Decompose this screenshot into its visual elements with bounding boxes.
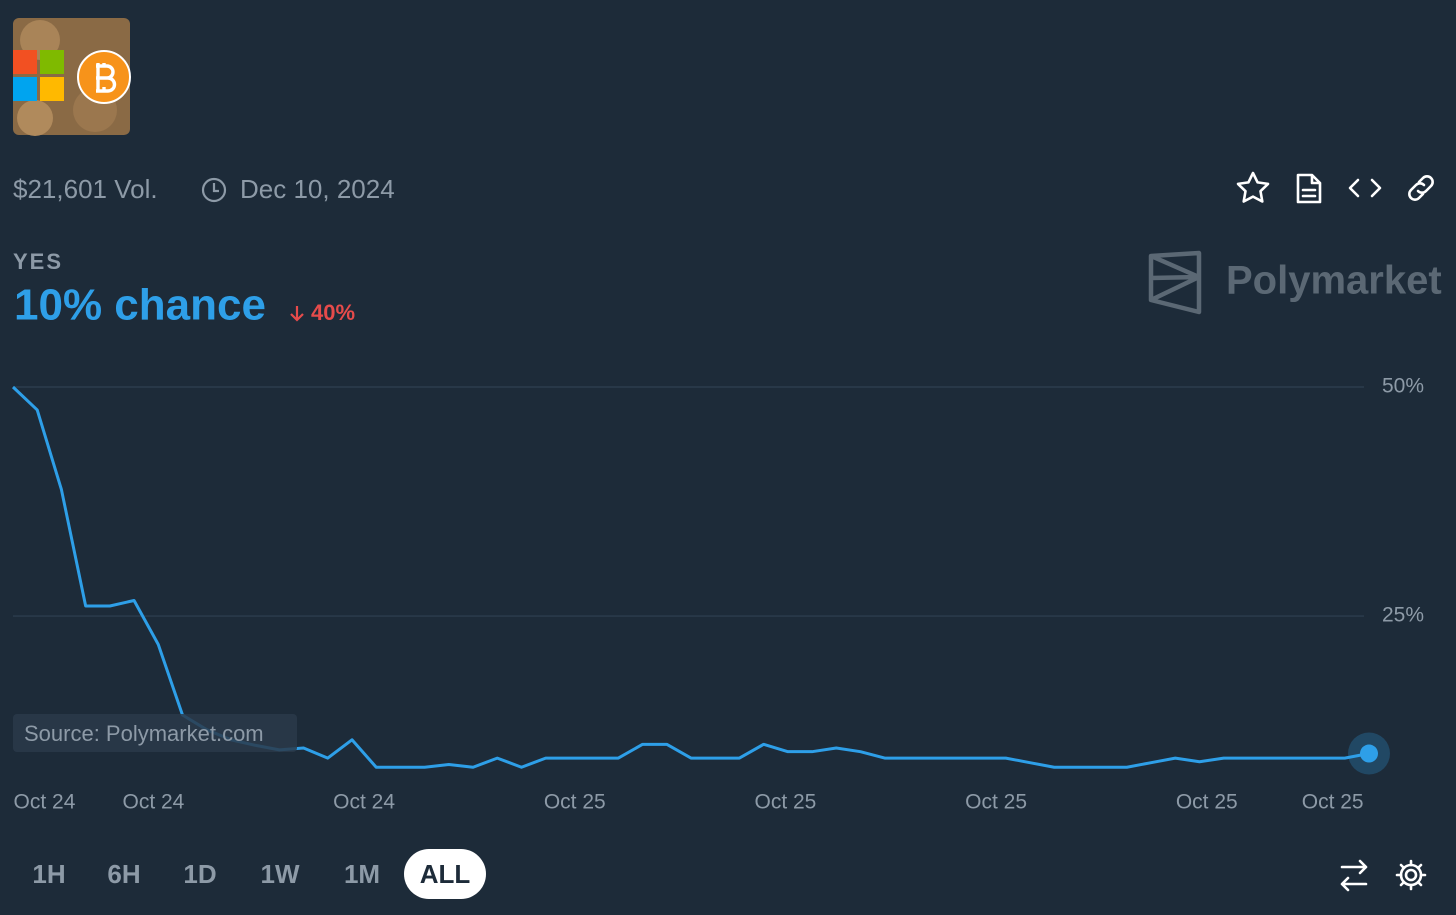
x-tick-label: Oct 24 bbox=[333, 791, 395, 814]
x-tick-label: Oct 25 bbox=[1302, 791, 1364, 814]
time-range-button[interactable]: 1W bbox=[261, 859, 300, 889]
time-range-button[interactable]: ALL bbox=[420, 859, 471, 889]
star-button[interactable] bbox=[1236, 171, 1270, 203]
market-image bbox=[13, 18, 131, 136]
brand-logo bbox=[1148, 250, 1202, 315]
y-tick-label: 50% bbox=[1382, 375, 1424, 398]
change: 40% bbox=[311, 300, 355, 325]
time-range-button[interactable]: 1D bbox=[183, 859, 216, 889]
embed-button[interactable] bbox=[1348, 178, 1382, 198]
source-box bbox=[13, 714, 297, 752]
chance: 10% chance bbox=[14, 281, 266, 330]
source: Source: Polymarket.com bbox=[24, 721, 264, 746]
brand-name: Polymarket bbox=[1226, 259, 1442, 303]
settings-button[interactable] bbox=[1395, 859, 1427, 891]
time-range-bar: 1H 6H 1D 1W 1M ALL bbox=[32, 849, 486, 899]
time-range-button[interactable]: 1M bbox=[344, 859, 380, 889]
volume: $21,601 Vol. bbox=[13, 174, 158, 204]
x-tick-label: Oct 24 bbox=[123, 791, 185, 814]
outcome-label: YES bbox=[13, 249, 63, 274]
x-tick-label: Oct 25 bbox=[1176, 791, 1238, 814]
down-arrow bbox=[290, 306, 304, 322]
document-button[interactable] bbox=[1296, 173, 1322, 204]
link-button[interactable] bbox=[1408, 175, 1434, 201]
x-tick-label: Oct 25 bbox=[965, 791, 1027, 814]
y-tick-label: 25% bbox=[1382, 604, 1424, 627]
time-range-button[interactable]: 6H bbox=[107, 859, 140, 889]
swap-button[interactable] bbox=[1340, 859, 1368, 892]
chart: 25% 50% Oct 24 Oct 24 Oct 24 Oct 25 Oct 25 Oct … bbox=[11, 375, 1424, 814]
end-date: Dec 10, 2024 bbox=[240, 174, 395, 204]
time-range-button[interactable]: 1H bbox=[32, 859, 65, 889]
clock-icon bbox=[201, 177, 227, 203]
x-tick-label: Oct 25 bbox=[754, 791, 816, 814]
x-tick-label: Oct 24 bbox=[14, 791, 76, 814]
last-point bbox=[1360, 744, 1378, 763]
x-tick-label: Oct 25 bbox=[544, 791, 606, 814]
selected-range-pill bbox=[404, 849, 486, 899]
